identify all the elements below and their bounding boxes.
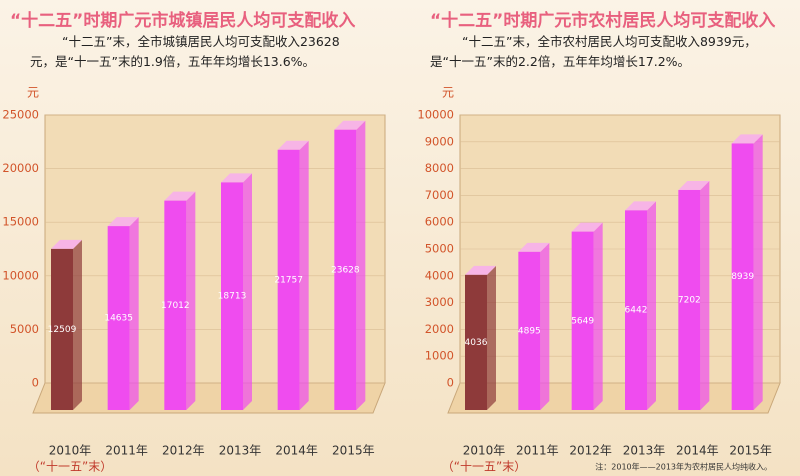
value-label: 7202	[678, 295, 701, 305]
value-label: 8939	[731, 272, 754, 282]
x-tick-label: 2015年	[729, 444, 772, 458]
bar	[277, 149, 300, 410]
bar-top	[731, 134, 763, 144]
value-label: 4895	[518, 326, 541, 336]
bar-side	[700, 180, 710, 410]
y-tick-label: 7000	[425, 188, 454, 202]
back-wall	[44, 114, 386, 384]
value-label: 12509	[48, 325, 77, 335]
bar	[518, 251, 541, 410]
bar-side	[356, 120, 366, 411]
annotation: （“十一五”末）	[28, 460, 112, 474]
x-tick-label: 2011年	[105, 444, 148, 458]
bar	[51, 248, 73, 410]
bar-side	[647, 201, 656, 410]
note: 注：2010年——2013年为农村居民人均纯收入。	[595, 462, 772, 472]
value-label: 23628	[331, 265, 360, 275]
y-tick-label: 0	[32, 376, 39, 390]
y-tick-label: 15000	[2, 215, 39, 229]
chart-title: “十二五”时期广元市农村居民人均可支配收入	[430, 11, 776, 31]
y-tick-label: 0	[447, 376, 454, 390]
bar-side	[73, 239, 82, 410]
value-label: 6442	[625, 306, 648, 316]
y-unit: 元	[442, 86, 454, 100]
y-tick-label: 3000	[425, 295, 454, 309]
bar	[221, 182, 243, 410]
bar-top	[625, 201, 656, 211]
bar-top	[571, 222, 603, 232]
x-tick-label: 2013年	[623, 444, 666, 458]
bar-top	[518, 242, 550, 252]
y-tick-label: 4000	[425, 268, 454, 282]
bar-side	[487, 265, 496, 410]
y-tick-label: 1000	[425, 349, 454, 363]
bar-top	[107, 217, 139, 227]
bar-side	[129, 217, 139, 410]
y-unit: 元	[27, 86, 39, 100]
chart-subtitle: “十二五”末，全市城镇居民人均可支配收入23628元，是“十一五”末的1.9倍，…	[30, 34, 340, 69]
y-tick-label: 2000	[425, 322, 454, 336]
bar	[731, 143, 754, 410]
chart-subtitle: “十二五”末，全市农村居民人均可支配收入8939元，是“十一五”末的2.2倍，五…	[430, 34, 757, 69]
y-tick-label: 5000	[425, 242, 454, 256]
bar	[164, 200, 187, 410]
bar-side	[299, 140, 309, 410]
y-tick-label: 6000	[425, 215, 454, 229]
x-tick-label: 2014年	[676, 444, 719, 458]
bar-top	[678, 180, 710, 190]
bar-top	[465, 265, 496, 275]
bar-top	[277, 140, 309, 150]
bar-side	[540, 242, 550, 410]
bar-top	[164, 191, 196, 201]
x-tick-label: 2014年	[275, 444, 318, 458]
x-tick-label: 2012年	[162, 444, 205, 458]
floor	[447, 382, 781, 414]
y-tick-label: 20000	[2, 161, 39, 175]
x-tick-label: 2010年	[463, 444, 506, 458]
bar-top	[51, 239, 82, 249]
y-tick-label: 25000	[2, 108, 39, 122]
value-label: 17012	[161, 301, 190, 311]
x-tick-label: 2011年	[516, 444, 559, 458]
annotation: （“十一五”末）	[442, 460, 526, 474]
x-tick-label: 2015年	[332, 444, 375, 458]
x-tick-label: 2013年	[219, 444, 262, 458]
value-label: 14635	[104, 314, 133, 324]
value-label: 5649	[571, 316, 594, 326]
value-label: 18713	[218, 292, 247, 302]
bar	[465, 274, 487, 410]
y-tick-label: 10000	[2, 268, 39, 282]
floor	[32, 382, 386, 414]
bar-top	[221, 173, 252, 183]
bar	[107, 226, 130, 410]
bar	[571, 231, 594, 410]
bar-side	[593, 222, 603, 410]
bar-side	[243, 173, 252, 410]
value-label: 21757	[274, 275, 303, 285]
y-tick-label: 5000	[10, 322, 39, 336]
y-tick-label: 9000	[425, 134, 454, 148]
y-tick-label: 8000	[425, 161, 454, 175]
x-tick-label: 2012年	[569, 444, 612, 458]
bar-side	[186, 191, 196, 410]
y-tick-label: 10000	[417, 108, 454, 122]
bar	[334, 129, 357, 411]
bar	[678, 189, 701, 410]
value-label: 4036	[465, 338, 488, 348]
bar-side	[753, 134, 763, 410]
x-tick-label: 2010年	[49, 444, 92, 458]
chart-title: “十二五”时期广元市城镇居民人均可支配收入	[10, 11, 356, 31]
bar-top	[334, 120, 366, 130]
bar	[625, 210, 647, 410]
